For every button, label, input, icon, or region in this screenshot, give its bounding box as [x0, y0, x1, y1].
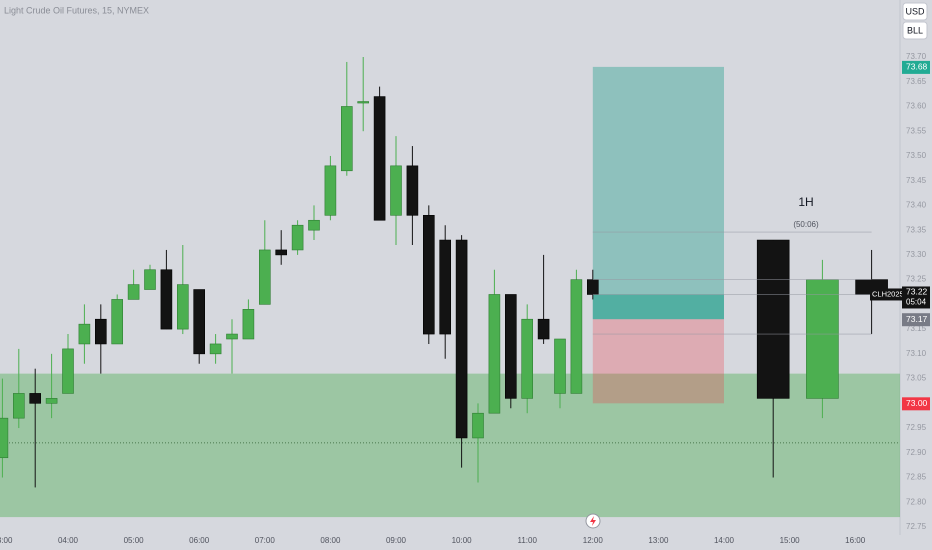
stop-area [592, 319, 724, 404]
price-label: 73.22 [906, 287, 928, 297]
y-tick-label: 72.75 [906, 522, 927, 531]
candle-body [554, 338, 566, 394]
y-tick-label: 73.50 [906, 151, 927, 160]
candle-body [13, 393, 25, 419]
candle-body [308, 219, 320, 231]
x-tick-label: 10:00 [452, 536, 473, 545]
y-tick-label: 73.05 [906, 374, 927, 383]
demand-zone [0, 373, 900, 518]
y-tick-label: 73.30 [906, 250, 927, 259]
profit-area [592, 294, 724, 320]
y-tick-label: 72.95 [906, 423, 927, 432]
candle-body [78, 323, 91, 345]
candle-body [455, 239, 468, 439]
candle-body [570, 279, 583, 394]
price-badge [870, 288, 902, 301]
x-tick-label: 07:00 [255, 536, 276, 545]
price-badge [902, 313, 930, 327]
candle-body [177, 284, 189, 330]
y-tick-label: 73.70 [906, 52, 927, 61]
y-tick-label: 73.25 [906, 275, 927, 284]
unit-button[interactable] [902, 21, 928, 40]
candle-body [472, 412, 484, 439]
candle-body [209, 343, 222, 355]
candle-body [521, 318, 534, 399]
candle-body [258, 249, 271, 305]
candle-body [406, 165, 419, 216]
candle-body [340, 106, 353, 172]
candle-body [756, 239, 790, 399]
x-tick-label: 11:00 [517, 536, 537, 545]
price-label: 73.00 [906, 398, 928, 408]
candle-body [160, 269, 173, 330]
candle-body [193, 289, 205, 355]
y-tick-label: 73.55 [906, 126, 927, 135]
unit[interactable]: BLL [907, 25, 923, 35]
x-tick-label: 04:00 [58, 536, 79, 545]
candle-body [111, 299, 123, 345]
candle-body [357, 101, 370, 104]
currency-button[interactable] [902, 2, 928, 21]
candle-body [226, 333, 238, 340]
x-tick-label: 12:00 [583, 536, 604, 545]
y-tick-label: 73.60 [906, 102, 927, 111]
price-label: 73.68 [906, 62, 928, 72]
candle-body [439, 239, 452, 335]
candle-body [390, 165, 402, 216]
htf-label: 1H [798, 195, 813, 209]
candle-body [488, 294, 501, 414]
x-tick-label: 06:00 [189, 536, 210, 545]
candle-body [806, 279, 839, 399]
candle-body [275, 249, 288, 256]
price-badge [902, 60, 930, 74]
symbol-label: CLH2025 [872, 289, 904, 298]
candle-body [291, 224, 304, 251]
candle-body [242, 309, 255, 340]
y-tick-label: 73.15 [906, 324, 927, 333]
x-tick-label: 14:00 [714, 536, 735, 545]
y-tick-label: 73.35 [906, 225, 927, 234]
candle-body [586, 279, 599, 295]
candle-body [373, 96, 386, 221]
x-tick-label: 05:00 [124, 536, 145, 545]
countdown-label: 05:04 [906, 298, 927, 307]
candle-body [537, 318, 550, 340]
candle-body [144, 269, 156, 290]
candle-body [127, 284, 140, 300]
price-badge [902, 397, 930, 411]
candle-body [29, 393, 42, 404]
candle-body [422, 215, 435, 335]
htf-timer: (50:06) [793, 220, 819, 229]
chart-title: Light Crude Oil Futures, 15, NYMEX [4, 5, 149, 15]
y-tick-label: 72.85 [906, 473, 927, 482]
y-tick-label: 73.65 [906, 77, 927, 86]
price-label: 73.17 [906, 314, 928, 324]
y-tick-label: 73.10 [906, 349, 927, 358]
x-tick-label: 08:00 [320, 536, 341, 545]
candle-body [62, 348, 74, 394]
candle-body [45, 398, 58, 404]
y-tick-label: 72.90 [906, 448, 927, 457]
candle-body [95, 318, 107, 345]
x-tick-label: 03:00 [0, 536, 13, 545]
candle-body [504, 294, 517, 399]
x-tick-label: 16:00 [845, 536, 866, 545]
x-tick-label: 15:00 [780, 536, 801, 545]
target-area [592, 66, 724, 320]
y-tick-label: 73.40 [906, 201, 927, 210]
event-icon-bolt [590, 516, 596, 526]
x-tick-label: 09:00 [386, 536, 407, 545]
price-badge [902, 286, 930, 309]
y-tick-label: 73.45 [906, 176, 927, 185]
x-tick-label: 13:00 [648, 536, 669, 545]
currency[interactable]: USD [905, 6, 925, 16]
y-tick-label: 72.80 [906, 497, 927, 506]
candle-body [0, 417, 9, 459]
candle-body [324, 165, 337, 216]
